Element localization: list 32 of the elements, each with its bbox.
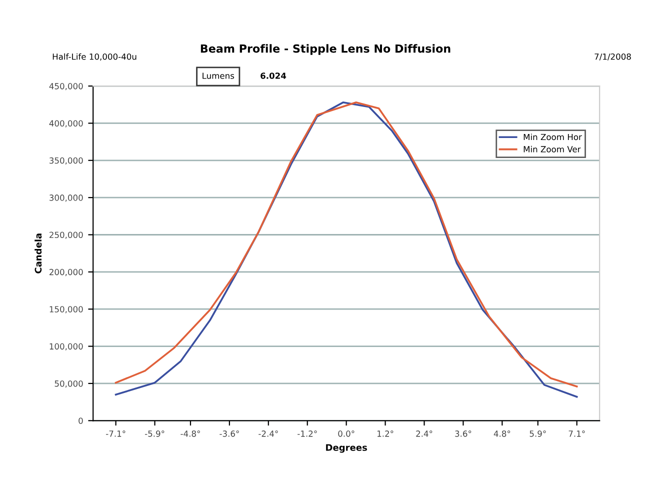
y-tick-label: 350,000 [50, 157, 83, 165]
text: 6.024 [260, 72, 286, 79]
x-tick-label: 2.4° [416, 430, 432, 437]
legend-label: Min Zoom Ver [524, 146, 581, 152]
x-tick-label: -2.4° [258, 430, 278, 437]
x-axis-title: Degrees [326, 444, 367, 453]
text: Lumens [202, 72, 234, 79]
x-tick-label: 1.2° [378, 430, 394, 437]
chart-title: Beam Profile - Stipple Lens No Diffusion [200, 44, 450, 55]
text: Half-Life 10,000-40u [52, 53, 136, 61]
y-tick-label: 150,000 [50, 306, 83, 314]
y-tick-label: 400,000 [49, 120, 83, 128]
text: 7/1/2008 [594, 53, 631, 60]
y-tick-label: 0 [78, 418, 83, 424]
x-tick-label: 0.0° [338, 430, 354, 437]
x-tick-label: 5.9° [530, 430, 546, 437]
y-tick-label: 300,000 [50, 194, 83, 202]
y-tick-label: 250,000 [50, 232, 83, 239]
x-tick-label: -7.1° [106, 430, 126, 437]
x-tick-label: -4.8° [180, 430, 200, 437]
legend-label: Min Zoom Hor [524, 134, 582, 140]
x-tick-label: -5.9° [144, 430, 164, 437]
y-tick-label: 450,000 [49, 83, 83, 90]
y-tick-label: 200,000 [50, 268, 83, 276]
x-tick-label: 7.1° [568, 430, 585, 437]
x-tick-label: -1.2° [298, 430, 317, 437]
y-tick-label: 50,000 [54, 380, 83, 388]
y-axis-title: Candela [34, 234, 42, 274]
x-tick-label: 4.8° [494, 430, 510, 437]
x-tick-label: -3.6° [220, 430, 239, 437]
y-tick-label: 100,000 [50, 343, 83, 350]
x-tick-label: 3.6° [455, 430, 472, 437]
